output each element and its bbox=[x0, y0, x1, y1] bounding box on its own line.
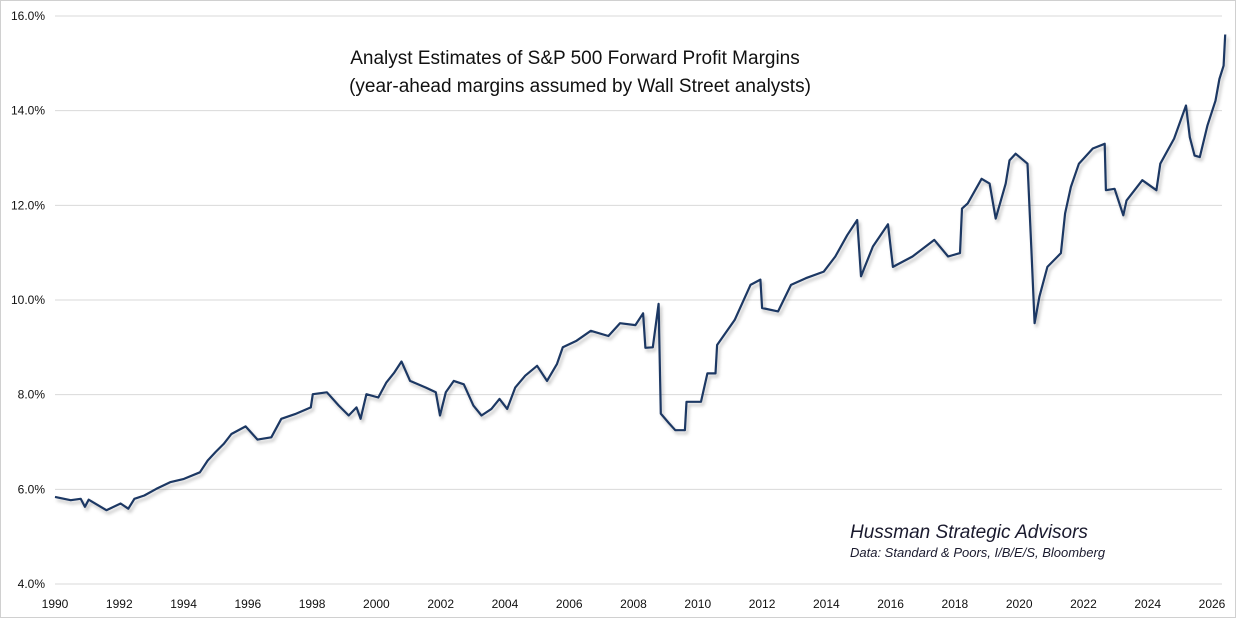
y-tick-label: 14.0% bbox=[11, 104, 45, 118]
x-tick-label: 2024 bbox=[1134, 597, 1161, 611]
x-tick-label: 2014 bbox=[813, 597, 840, 611]
x-tick-label: 2026 bbox=[1199, 597, 1226, 611]
x-tick-label: 2010 bbox=[684, 597, 711, 611]
chart-title: Analyst Estimates of S&P 500 Forward Pro… bbox=[350, 48, 800, 69]
x-tick-label: 2004 bbox=[492, 597, 519, 611]
x-tick-label: 2012 bbox=[749, 597, 776, 611]
y-tick-label: 10.0% bbox=[11, 293, 45, 307]
x-tick-label: 2020 bbox=[1006, 597, 1033, 611]
x-tick-label: 2018 bbox=[942, 597, 969, 611]
y-tick-label: 6.0% bbox=[18, 482, 46, 496]
x-tick-label: 2002 bbox=[427, 597, 454, 611]
x-tick-label: 2000 bbox=[363, 597, 390, 611]
x-tick-label: 2006 bbox=[556, 597, 583, 611]
x-tick-label: 1998 bbox=[299, 597, 326, 611]
y-tick-label: 8.0% bbox=[18, 388, 46, 402]
y-tick-label: 16.0% bbox=[11, 9, 45, 23]
source-name: Hussman Strategic Advisors bbox=[850, 522, 1088, 543]
x-tick-label: 2008 bbox=[620, 597, 647, 611]
x-tick-label: 1996 bbox=[234, 597, 261, 611]
chart-subtitle: (year-ahead margins assumed by Wall Stre… bbox=[349, 76, 811, 97]
x-tick-label: 2022 bbox=[1070, 597, 1097, 611]
x-tick-label: 2016 bbox=[877, 597, 904, 611]
x-tick-label: 1992 bbox=[106, 597, 133, 611]
x-tick-label: 1994 bbox=[170, 597, 197, 611]
x-tick-label: 1990 bbox=[42, 597, 69, 611]
series-line bbox=[54, 34, 1227, 512]
source-data: Data: Standard & Poors, I/B/E/S, Bloombe… bbox=[850, 545, 1106, 560]
y-tick-label: 4.0% bbox=[18, 577, 46, 591]
y-tick-label: 12.0% bbox=[11, 198, 45, 212]
